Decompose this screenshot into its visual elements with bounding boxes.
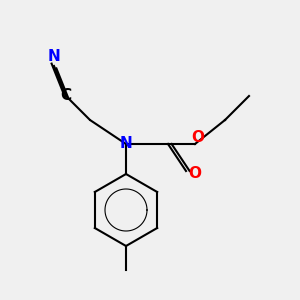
Text: N: N [120, 136, 132, 152]
Text: C: C [60, 88, 72, 104]
Text: O: O [188, 167, 202, 182]
Text: O: O [191, 130, 205, 146]
Text: N: N [48, 50, 60, 64]
